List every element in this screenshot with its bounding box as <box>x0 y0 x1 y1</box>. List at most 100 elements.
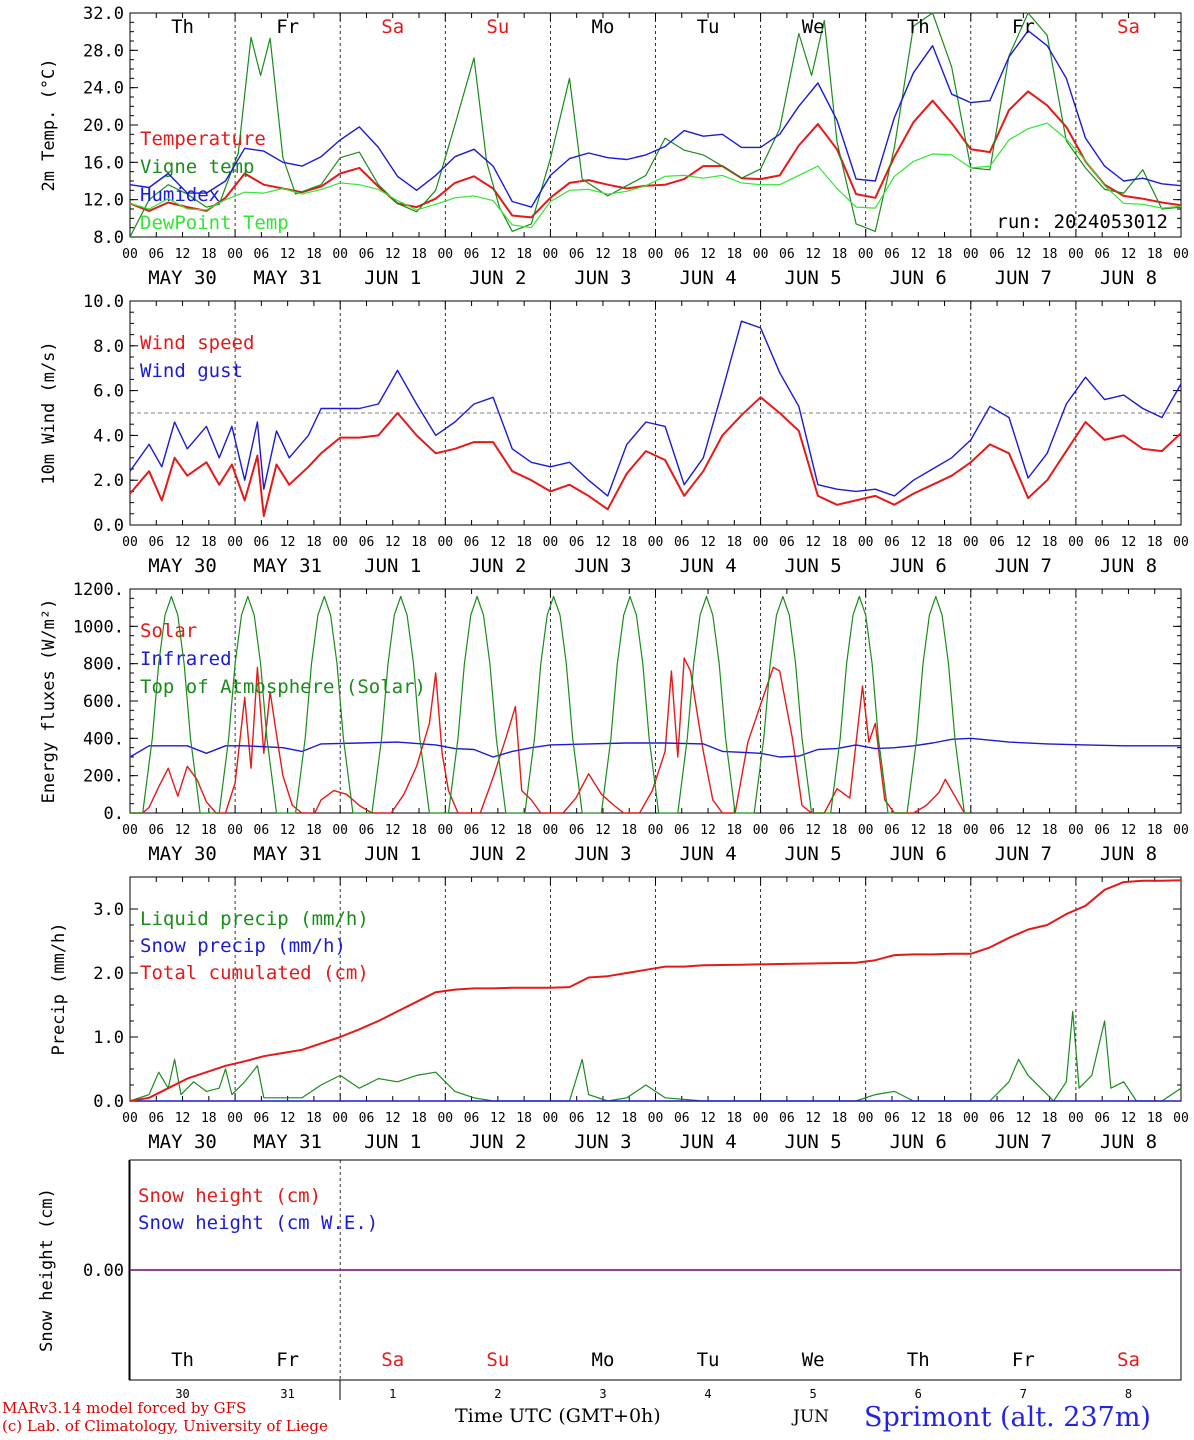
y-tick-label: 200. <box>83 767 124 787</box>
hour-tick-label: 18 <box>1042 823 1058 838</box>
credit-line-model: MARv3.14 model forced by GFS <box>2 1399 247 1417</box>
hour-tick-label: 06 <box>359 1111 375 1126</box>
hour-tick-label: 12 <box>595 823 611 838</box>
hour-tick-label: 12 <box>490 535 506 550</box>
bottom-day-number: 6 <box>915 1387 922 1401</box>
y-axis-label: 2m Temp. (°C) <box>39 58 59 191</box>
y-tick-label: 0.0 <box>93 516 124 536</box>
day-name-top: Mo <box>592 16 615 38</box>
hour-tick-label: 00 <box>1068 535 1084 550</box>
hour-tick-label: 00 <box>437 535 453 550</box>
y-tick-label: 1200. <box>73 580 124 600</box>
date-label: JUN 8 <box>1100 1131 1157 1153</box>
hour-tick-label: 18 <box>1042 1111 1058 1126</box>
hour-tick-label: 06 <box>1094 1111 1110 1126</box>
hour-tick-label: 00 <box>648 823 664 838</box>
day-name-top: Sa <box>1117 16 1140 38</box>
hour-tick-label: 18 <box>1147 1111 1163 1126</box>
hour-tick-label: 12 <box>385 535 401 550</box>
hour-tick-label: 12 <box>700 247 716 262</box>
date-label: JUN 6 <box>890 1131 947 1153</box>
date-label: MAY 30 <box>148 1131 217 1153</box>
hour-tick-label: 18 <box>201 1111 217 1126</box>
time-axis-label: Time UTC (GMT+0h) <box>455 1405 661 1427</box>
date-label: JUN 1 <box>364 267 421 289</box>
date-label: MAY 31 <box>253 1131 322 1153</box>
legend-entry: Vigne temp <box>140 156 254 178</box>
hour-tick-label: 12 <box>490 1111 506 1126</box>
hour-tick-label: 12 <box>805 823 821 838</box>
hour-tick-label: 18 <box>621 823 637 838</box>
series-line-dewpoint-temp <box>129 122 1182 229</box>
hour-tick-label: 06 <box>1094 247 1110 262</box>
hour-tick-label: 06 <box>148 247 164 262</box>
bottom-day-number: 2 <box>494 1387 501 1401</box>
hour-tick-label: 18 <box>306 1111 322 1126</box>
day-name-bottom: Mo <box>592 1349 615 1371</box>
date-label: JUN 3 <box>574 267 631 289</box>
hour-tick-label: 18 <box>621 535 637 550</box>
hour-tick-label: 06 <box>569 1111 585 1126</box>
hour-tick-label: 00 <box>648 1111 664 1126</box>
date-label: JUN 2 <box>469 1131 526 1153</box>
hour-tick-label: 12 <box>490 247 506 262</box>
y-axis-label: Energy fluxes (W/m²) <box>39 599 59 804</box>
hour-tick-label: 12 <box>700 1111 716 1126</box>
legend-entry: Wind gust <box>140 360 243 382</box>
hour-tick-label: 18 <box>411 823 427 838</box>
hour-tick-label: 18 <box>1147 823 1163 838</box>
hour-tick-label: 00 <box>437 247 453 262</box>
hour-tick-label: 06 <box>254 247 270 262</box>
y-tick-label: 12.0 <box>83 191 124 211</box>
y-tick-label: 8.0 <box>93 337 124 357</box>
hour-tick-label: 12 <box>805 535 821 550</box>
bottom-day-number: 1 <box>389 1387 396 1401</box>
day-name-bottom: Sa <box>1117 1349 1140 1371</box>
day-name-bottom: Th <box>907 1349 930 1371</box>
day-name-top: Fr <box>276 16 299 38</box>
bottom-month-label: JUN <box>793 1407 830 1427</box>
hour-tick-label: 12 <box>280 823 296 838</box>
hour-tick-label: 00 <box>227 823 243 838</box>
hour-tick-label: 18 <box>411 247 427 262</box>
hour-tick-label: 12 <box>280 1111 296 1126</box>
hour-tick-label: 00 <box>332 247 348 262</box>
legend-entry: Infrared <box>140 648 232 670</box>
hour-tick-label: 06 <box>884 535 900 550</box>
hour-tick-label: 06 <box>674 823 690 838</box>
hour-tick-label: 06 <box>254 535 270 550</box>
hour-tick-label: 00 <box>1173 1111 1189 1126</box>
hour-tick-label: 12 <box>1016 1111 1032 1126</box>
date-label: JUN 7 <box>995 267 1052 289</box>
y-tick-label: 3.0 <box>93 900 124 920</box>
legend-entry: Snow height (cm W.E.) <box>138 1212 378 1234</box>
hour-tick-label: 00 <box>858 247 874 262</box>
legend-entry: Total cumulated (cm) <box>140 962 369 984</box>
series-line-wind-gust <box>129 320 1182 497</box>
model-credit: MARv3.14 model forced by GFS (c) Lab. of… <box>2 1399 328 1435</box>
hour-tick-label: 12 <box>595 1111 611 1126</box>
hour-tick-label: 00 <box>543 535 559 550</box>
hour-tick-label: 00 <box>332 823 348 838</box>
hour-tick-label: 12 <box>1121 535 1137 550</box>
hour-tick-label: 00 <box>858 1111 874 1126</box>
hour-tick-label: 00 <box>227 535 243 550</box>
date-label: JUN 5 <box>785 555 842 577</box>
hour-tick-label: 12 <box>1121 247 1137 262</box>
y-tick-label: 4.0 <box>93 426 124 446</box>
hour-tick-label: 18 <box>1147 535 1163 550</box>
run-label: run: 2024053012 <box>996 211 1168 233</box>
hour-tick-label: 18 <box>306 823 322 838</box>
hour-tick-label: 06 <box>779 535 795 550</box>
hour-tick-label: 00 <box>963 247 979 262</box>
date-label: JUN 6 <box>890 267 947 289</box>
hour-tick-label: 00 <box>963 1111 979 1126</box>
day-name-top: We <box>802 16 825 38</box>
day-name-bottom: Su <box>486 1349 509 1371</box>
bottom-day-number: 5 <box>810 1387 817 1401</box>
hour-tick-label: 18 <box>306 247 322 262</box>
hour-tick-label: 00 <box>543 823 559 838</box>
legend-entry: DewPoint Temp <box>140 212 289 234</box>
legend-entry: Liquid precip (mm/h) <box>140 908 369 930</box>
hour-tick-label: 06 <box>148 823 164 838</box>
